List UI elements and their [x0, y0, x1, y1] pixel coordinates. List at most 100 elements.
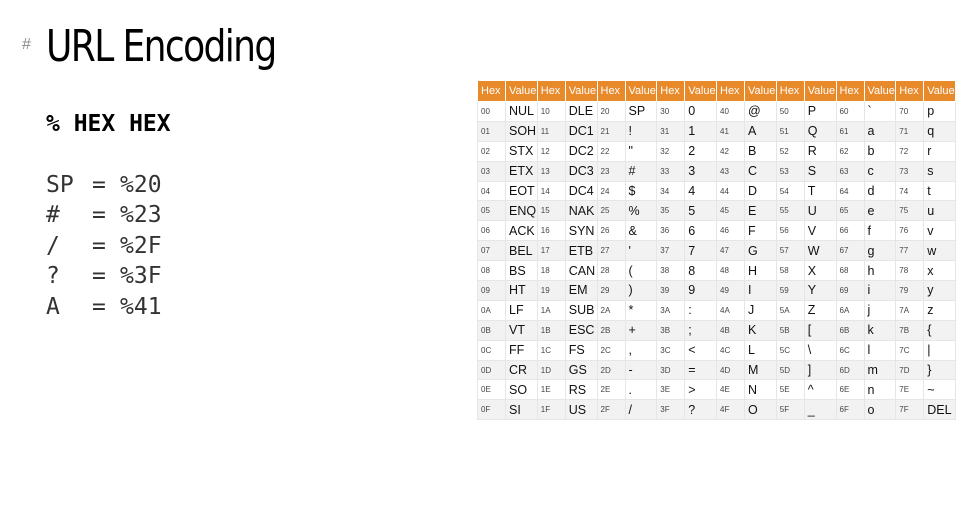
char-value-cell: u [923, 200, 956, 222]
hex-code-cell: 26 [596, 220, 626, 242]
hex-code-cell: 69 [835, 280, 865, 301]
char-value-cell: DEL [923, 399, 956, 421]
char-value-cell: q [923, 120, 956, 142]
char-value-cell: # [624, 160, 658, 182]
hex-code-cell: 24 [596, 180, 626, 202]
example-equals: = [92, 293, 106, 320]
char-value-cell: > [684, 379, 717, 401]
hex-code-cell: 4E [716, 379, 745, 401]
hex-code-cell: 49 [716, 280, 745, 301]
char-value-cell: J [744, 299, 777, 321]
hex-code-cell: 31 [656, 120, 686, 142]
char-value-cell: 5 [684, 200, 717, 222]
column-header-hex: Hex [596, 80, 626, 102]
hex-code-cell: 70 [895, 101, 925, 122]
column-header-value: Value [624, 80, 658, 102]
hex-code-cell: 6B [835, 319, 865, 341]
char-value-cell: 2 [684, 140, 717, 162]
table-row: 05 ENQ 15 NAK 25% 35 5 45 E 55 U 65 e 75 u [477, 200, 956, 222]
char-value-cell: c [863, 160, 897, 182]
hex-code-cell: 5B [775, 319, 805, 341]
table-row: 08 BS 18 CAN 28(38 8 48 H 58 X 68 h 78 x [477, 260, 956, 282]
char-value-cell: g [863, 240, 897, 262]
hex-code-cell: 20 [596, 101, 626, 122]
hex-code-cell: 73 [895, 160, 925, 182]
hex-code-cell: 4D [716, 359, 745, 381]
char-value-cell: GS [564, 359, 598, 381]
char-value-cell: ESC [564, 319, 598, 341]
hex-code-cell: 60 [835, 101, 865, 122]
char-value-cell: h [863, 260, 897, 282]
char-value-cell: r [923, 140, 956, 162]
hex-code-cell: 19 [536, 280, 566, 301]
hex-code-cell: 2F [596, 399, 626, 421]
column-header-hex: Hex [536, 80, 566, 102]
hex-code-cell: 76 [895, 220, 925, 242]
char-value-cell: SUB [564, 299, 598, 321]
hex-code-cell: 09 [477, 280, 506, 301]
hex-code-cell: 16 [536, 220, 566, 242]
encoding-examples-list: SP = %20 # = %23 / = %2F ? = %3F A = %41 [46, 170, 162, 322]
char-value-cell: 6 [684, 220, 717, 242]
char-value-cell: R [803, 140, 837, 162]
column-header-value: Value [505, 80, 538, 102]
hex-code-cell: 5D [775, 359, 805, 381]
hex-code-cell: 47 [716, 240, 745, 262]
hex-code-cell: 1F [536, 399, 566, 421]
char-value-cell: _ [803, 399, 837, 421]
char-value-cell: ] [803, 359, 837, 381]
char-value-cell: @ [744, 101, 777, 122]
hex-code-cell: 54 [775, 180, 805, 202]
example-equals: = [92, 232, 106, 259]
hex-code-cell: 3A [656, 299, 686, 321]
column-header-value: Value [803, 80, 837, 102]
page-title: URL Encoding [46, 21, 277, 72]
example-equals: = [92, 202, 106, 229]
char-value-cell: L [744, 339, 777, 361]
char-value-cell: " [624, 140, 658, 162]
char-value-cell: EOT [505, 180, 538, 202]
hex-code-cell: 62 [835, 140, 865, 162]
char-value-cell: E [744, 200, 777, 222]
hex-code-cell: 3D [656, 359, 686, 381]
hex-code-cell: 05 [477, 200, 506, 222]
hex-code-cell: 1B [536, 319, 566, 341]
hex-code-cell: 15 [536, 200, 566, 222]
hex-code-cell: 61 [835, 120, 865, 142]
hex-code-cell: 64 [835, 180, 865, 202]
char-value-cell: ) [624, 280, 658, 301]
hex-code-cell: 1A [536, 299, 566, 321]
hex-code-cell: 53 [775, 160, 805, 182]
hex-code-cell: 4B [716, 319, 745, 341]
char-value-cell: ' [624, 240, 658, 262]
hex-code-cell: 1E [536, 379, 566, 401]
encoding-example: ? = %3F [46, 261, 162, 291]
char-value-cell: SP [624, 101, 658, 122]
char-value-cell: W [803, 240, 837, 262]
table-row: 06 ACK 16 SYN 26 & 36 6 46 F 56 V 66 f 76 v [477, 220, 956, 242]
char-value-cell: Z [803, 299, 837, 321]
char-value-cell: NUL [505, 101, 538, 122]
hex-code-cell: 34 [656, 180, 686, 202]
char-value-cell: RS [564, 379, 598, 401]
hex-code-cell: 0B [477, 319, 506, 341]
char-value-cell: ETB [564, 240, 598, 262]
hex-code-cell: 5C [775, 339, 805, 361]
hex-code-cell: 10 [536, 101, 566, 122]
table-row: 0D CR 1D GS 2D -3D = 4D M 5D] 6D m 7D} [477, 359, 956, 381]
hex-code-cell: 0A [477, 299, 506, 321]
hex-code-cell: 5E [775, 379, 805, 401]
char-value-cell: B [744, 140, 777, 162]
hex-code-cell: 0F [477, 399, 506, 421]
hex-code-cell: 22 [596, 140, 626, 162]
hex-code-cell: 0E [477, 379, 506, 401]
char-value-cell: ACK [505, 220, 538, 242]
hex-code-cell: 25 [596, 200, 626, 222]
hex-code-cell: 18 [536, 260, 566, 282]
char-value-cell: CAN [564, 260, 598, 282]
char-value-cell: ` [863, 101, 897, 122]
example-equals: = [92, 172, 106, 198]
example-char: / [46, 232, 60, 259]
char-value-cell: & [624, 220, 658, 242]
char-value-cell: ^ [803, 379, 837, 401]
